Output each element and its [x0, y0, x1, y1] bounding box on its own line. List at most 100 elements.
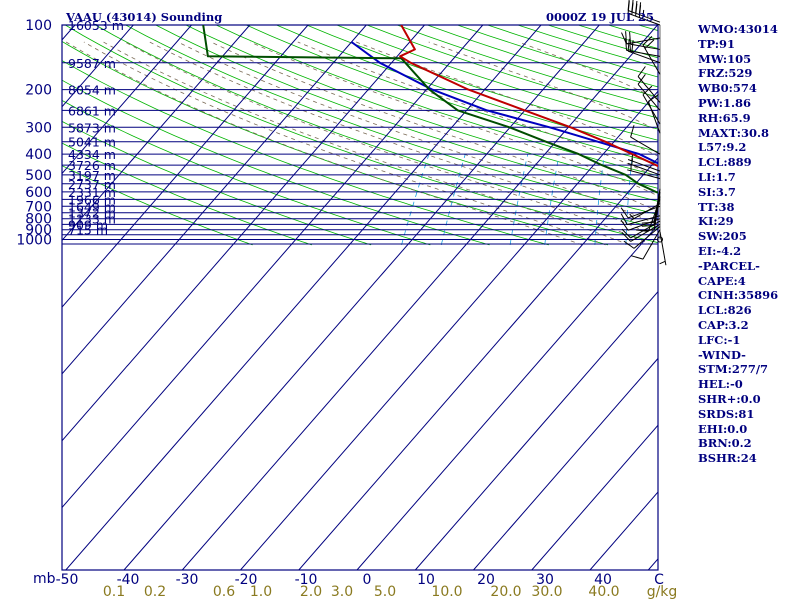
- isotherm: [414, 290, 658, 570]
- barb-feather: [642, 85, 653, 96]
- wind-barb: [641, 191, 661, 227]
- isotherm: [181, 25, 658, 570]
- parameter-line: CINH:35896: [698, 288, 779, 303]
- barb-shaft: [627, 159, 661, 172]
- wind-barb: [621, 32, 661, 45]
- barb-shaft: [626, 43, 661, 50]
- barb-feather: [637, 74, 646, 85]
- barb-feather: [623, 240, 635, 249]
- barb-shaft: [627, 162, 661, 176]
- height-label: 909 m: [68, 217, 108, 232]
- barb-half-feather: [631, 154, 633, 161]
- isotherm: [62, 25, 192, 175]
- barb-shaft: [627, 205, 661, 219]
- mixing-ratio-tick-label: 5.0: [374, 584, 396, 600]
- barb-feather: [641, 221, 655, 224]
- wind-barb: [657, 236, 663, 243]
- temperature-tick-label: 40: [594, 572, 612, 588]
- barb-feather: [641, 229, 655, 232]
- parameter-line: WMO:43014: [698, 22, 778, 36]
- pressure-unit-label: mb: [33, 571, 56, 587]
- parameter-line: SW:205: [698, 229, 747, 244]
- wind-barb: [625, 38, 661, 57]
- wind-barbs: [620, 0, 667, 266]
- barb-feather: [627, 0, 630, 11]
- temperature-unit-label: C: [654, 572, 664, 588]
- wind-barb: [621, 223, 661, 242]
- barb-feather: [629, 31, 631, 45]
- wind-barb: [641, 196, 661, 232]
- temperature-tick-label: -40: [117, 572, 140, 588]
- barb-feather: [621, 228, 631, 239]
- height-label: 715 m: [68, 223, 108, 238]
- wind-barb: [629, 203, 661, 222]
- parameter-line: PW:1.86: [698, 95, 752, 110]
- isotherm: [531, 424, 658, 570]
- barb-feather: [648, 94, 659, 102]
- barb-feather: [631, 40, 634, 53]
- parameter-line: CAP:3.2: [698, 317, 749, 332]
- mixing-ratio-tick-label: 20.0: [490, 584, 521, 600]
- height-label: 5041 m: [68, 135, 116, 150]
- parameter-line: BSHR:24: [698, 451, 757, 466]
- barb-feather: [625, 38, 627, 51]
- barb-shaft: [627, 169, 661, 180]
- parameter-line: HEL:-0: [698, 377, 743, 392]
- temperature-tick-label: 30: [536, 572, 554, 588]
- barb-feather: [641, 224, 655, 227]
- barb-half-feather: [659, 260, 666, 265]
- dry-adiabat: [246, 25, 658, 165]
- barb-shaft: [637, 76, 661, 103]
- isotherm: [0, 25, 17, 570]
- barb-feather: [627, 38, 630, 52]
- parameter-line: L57:9.2: [698, 140, 747, 155]
- mixing-ratio-tick-label: 0.6: [213, 584, 235, 600]
- barb-shaft: [626, 49, 661, 57]
- moist-adiabat: [149, 41, 658, 238]
- barb-shaft: [637, 83, 661, 111]
- barb-feather: [625, 31, 627, 44]
- barb-shaft: [659, 231, 667, 266]
- pressure-tick-label: 800: [25, 212, 52, 228]
- temperature-tick-label: -10: [295, 572, 318, 588]
- mixing-ratio-unit-label: g/kg: [647, 584, 678, 600]
- parameter-line: FRZ:529: [698, 66, 753, 81]
- height-label: 8054 m: [68, 83, 116, 98]
- isotherm: [123, 25, 600, 570]
- temperature-tick-label: 20: [477, 572, 495, 588]
- pressure-tick-label: 300: [25, 120, 52, 136]
- mixing-ratio-tick-label: 1.0: [250, 584, 272, 600]
- barb-half-feather: [642, 9, 645, 17]
- mixing-ratio-tick-label: 0.2: [144, 584, 166, 600]
- barb-shaft: [627, 12, 661, 26]
- height-label: 1649 m: [68, 199, 116, 214]
- parameter-line: TP:91: [698, 36, 736, 51]
- parameter-line: LCL:889: [698, 155, 752, 170]
- valid-time: 0000Z 19 JUL 25: [546, 10, 654, 24]
- wind-barb: [630, 125, 661, 155]
- parameter-line: LCL:826: [698, 303, 752, 318]
- wind-barb: [641, 188, 661, 224]
- parameter-line: TT:38: [698, 199, 735, 214]
- height-label: 2737 m: [68, 177, 116, 192]
- barb-shaft: [653, 188, 661, 223]
- barb-half-feather: [629, 213, 635, 219]
- parameter-line: MAXT:30.8: [698, 125, 769, 140]
- barb-shaft: [630, 203, 661, 222]
- barb-shaft: [642, 229, 661, 260]
- isotherm: [62, 25, 484, 509]
- height-label: 2331 m: [68, 185, 116, 200]
- dry-adiabat: [95, 25, 658, 229]
- wind-barb: [627, 38, 661, 64]
- wind-barb: [627, 154, 661, 172]
- parameter-line: EI:-4.2: [698, 243, 742, 258]
- height-label: 3726 m: [68, 158, 116, 173]
- barb-shaft: [633, 226, 661, 249]
- barb-shaft: [630, 223, 661, 242]
- barb-feather: [630, 125, 635, 138]
- temperature-tick-label: 10: [417, 572, 435, 588]
- dry-adiabat: [216, 25, 658, 177]
- mixing-ratio-tick-label: 2.0: [300, 584, 322, 600]
